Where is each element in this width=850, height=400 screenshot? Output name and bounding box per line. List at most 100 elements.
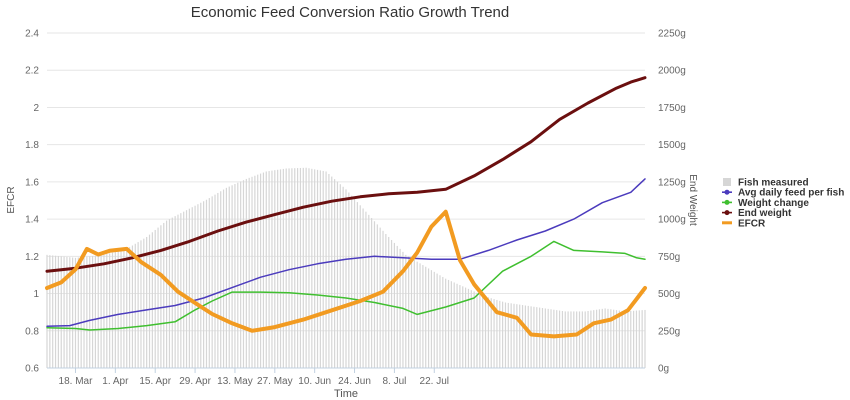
fish-measured-bar bbox=[393, 242, 396, 368]
y-axis-label-left: EFCR bbox=[6, 186, 17, 213]
fish-measured-bar bbox=[171, 217, 173, 368]
fish-measured-bar bbox=[66, 256, 68, 368]
fish-measured-bar bbox=[482, 295, 484, 368]
fish-measured-bar bbox=[211, 196, 213, 368]
fish-measured-bar bbox=[254, 175, 256, 368]
fish-measured-bar bbox=[462, 286, 464, 368]
fish-measured-bar bbox=[63, 256, 65, 368]
fish-measured-bar bbox=[348, 192, 350, 368]
series-lines bbox=[45, 76, 647, 339]
x-axis-ticks: 18. Mar 1. Apr 15. Apr 29. Apr 13. May 27. Ma… bbox=[59, 368, 449, 387]
fish-measured-bar bbox=[271, 170, 273, 368]
fish-measured-bar bbox=[60, 256, 62, 368]
fish-measured-bar bbox=[188, 208, 190, 368]
fish-measured-bar bbox=[627, 311, 629, 368]
fish-measured-bar bbox=[633, 310, 635, 368]
fish-measured-bar bbox=[436, 273, 438, 368]
x-axis-label: Time bbox=[334, 388, 358, 400]
fish-measured-bar bbox=[128, 247, 131, 368]
fish-measured-bar bbox=[69, 257, 71, 368]
legend-marker bbox=[724, 210, 730, 216]
fish-measured-bar bbox=[117, 251, 119, 368]
fish-measured-bar bbox=[379, 227, 381, 368]
fish-measured-bar bbox=[46, 254, 48, 368]
fish-measured-bar bbox=[49, 255, 51, 368]
legend-item-label[interactable]: EFCR bbox=[738, 218, 766, 229]
fish-measured-bar bbox=[376, 224, 378, 368]
fish-measured-bar bbox=[427, 268, 430, 368]
fish-measured-bar bbox=[581, 311, 583, 368]
fish-measured-bar bbox=[595, 309, 598, 368]
fish-measured-bar bbox=[100, 255, 102, 368]
fish-measured-bar bbox=[487, 297, 489, 368]
fish-measured-bar bbox=[140, 240, 142, 368]
fish-measured-bar bbox=[203, 201, 205, 368]
fish-measured-bar bbox=[459, 285, 461, 368]
fish-measured-bar bbox=[322, 170, 324, 368]
fish-measured-bar bbox=[57, 256, 59, 368]
fish-measured-bar bbox=[604, 308, 606, 368]
fish-measured-bar bbox=[205, 199, 208, 368]
fish-measured-bar bbox=[242, 180, 245, 368]
fish-measured-bar bbox=[507, 302, 509, 368]
fish-measured-bar bbox=[447, 279, 450, 368]
fish-measured-bar bbox=[624, 311, 626, 368]
legend-item-label[interactable]: End weight bbox=[738, 208, 792, 219]
fish-measured-bar bbox=[365, 211, 367, 368]
fish-measured-bar bbox=[456, 283, 458, 368]
fish-measured-bar bbox=[353, 198, 356, 368]
fish-measured-bar bbox=[336, 181, 339, 368]
fish-measured-bar bbox=[590, 310, 592, 368]
fish-measured-bar bbox=[587, 310, 589, 368]
fish-measured-bar bbox=[265, 171, 267, 368]
fish-measured-bar bbox=[473, 291, 475, 368]
fish-measured-bar bbox=[513, 303, 515, 368]
fish-measured-bar bbox=[251, 176, 253, 368]
fish-measured-bar bbox=[598, 309, 601, 368]
fish-measured-bar bbox=[359, 205, 361, 368]
fish-measured-bar bbox=[77, 257, 79, 368]
fish-measured-bar bbox=[143, 238, 145, 368]
fish-measured-bar bbox=[442, 276, 444, 368]
y-right-tick-label: 1250g bbox=[658, 177, 686, 188]
y-right-tick-label: 250g bbox=[658, 326, 680, 337]
legend-item-label[interactable]: Avg daily feed per fish bbox=[738, 188, 844, 199]
fish-measured-bar bbox=[476, 292, 478, 368]
y-left-tick-label: 2.2 bbox=[25, 66, 39, 77]
fish-measured-bar bbox=[425, 266, 427, 368]
fish-measured-bar bbox=[237, 182, 239, 368]
fish-measured-bar bbox=[558, 310, 561, 368]
y-axis-label-right: End Weight bbox=[687, 174, 698, 226]
fish-measured-bar bbox=[325, 171, 327, 368]
legend-item-label[interactable]: Fish measured bbox=[738, 178, 809, 189]
fish-measured-bar bbox=[154, 229, 156, 368]
fish-measured-bar bbox=[168, 219, 171, 368]
y-left-tick-label: 2.4 bbox=[25, 29, 39, 40]
fish-measured-bar bbox=[533, 306, 535, 368]
fish-measured-bar bbox=[279, 169, 282, 368]
series-line-end-weight bbox=[45, 76, 647, 273]
fish-measured-bar bbox=[163, 222, 165, 368]
fish-measured-bar bbox=[490, 298, 492, 368]
fish-measured-bar bbox=[308, 168, 310, 368]
legend-marker bbox=[724, 199, 730, 205]
legend-item-label[interactable]: Weight change bbox=[738, 198, 809, 209]
fish-measured-bar bbox=[248, 177, 250, 368]
y-right-tick-label: 750g bbox=[658, 252, 680, 263]
fish-measured-bar bbox=[180, 213, 182, 368]
series-line-avg-daily-feed-per-fish bbox=[46, 178, 646, 328]
x-tick-label: 1. Apr bbox=[102, 376, 129, 387]
fish-measured-bar bbox=[197, 204, 199, 368]
x-tick-label: 15. Apr bbox=[139, 376, 171, 387]
fish-measured-bar bbox=[191, 207, 193, 368]
fish-measured-bar bbox=[638, 310, 640, 368]
fish-measured-bar bbox=[439, 275, 441, 368]
y-right-tick-label: 500g bbox=[658, 289, 680, 300]
y-left-tick-label: 0.8 bbox=[25, 326, 39, 337]
fish-measured-bar bbox=[259, 173, 262, 368]
fish-measured-bar bbox=[618, 310, 620, 368]
fish-measured-bar bbox=[166, 220, 168, 368]
fish-measured-bar bbox=[613, 309, 615, 368]
fish-measured-bar bbox=[527, 305, 529, 368]
